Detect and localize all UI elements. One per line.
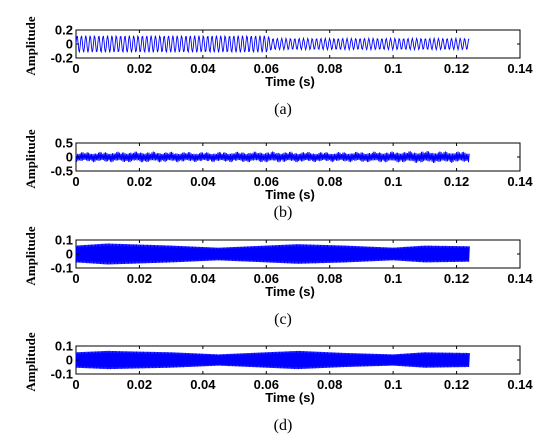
x-tick-label: 0 xyxy=(72,61,79,76)
y-tick-label: 0 xyxy=(66,37,73,52)
subplot-caption: (d) xyxy=(274,417,293,434)
x-tick-label: 0.04 xyxy=(190,174,216,189)
x-tick-label: 0.06 xyxy=(254,271,279,286)
y-tick-label: 0 xyxy=(66,150,73,165)
subplot-caption: (c) xyxy=(274,311,292,328)
x-tick-label: 0.12 xyxy=(444,61,469,76)
subplot-caption: (a) xyxy=(274,101,292,118)
x-tick-label: 0.02 xyxy=(127,61,152,76)
x-tick-label: 0.1 xyxy=(384,271,402,286)
x-tick-label: 0.08 xyxy=(317,174,342,189)
x-tick-label: 0.1 xyxy=(384,377,402,392)
y-tick-label: 0.2 xyxy=(55,23,73,38)
y-tick-label: 0 xyxy=(66,247,73,262)
y-tick-label: -0.2 xyxy=(51,51,73,66)
x-tick-label: 0.06 xyxy=(254,61,279,76)
x-tick-label: 0 xyxy=(72,174,79,189)
x-tick-label: 0.08 xyxy=(317,271,342,286)
y-tick-label: 0.1 xyxy=(55,233,73,248)
x-tick-label: 0.02 xyxy=(127,271,152,286)
y-axis-label: Amplitude xyxy=(23,332,38,391)
x-tick-label: 0.14 xyxy=(507,174,533,189)
x-tick-label: 0.12 xyxy=(444,377,469,392)
x-axis-label: Time (s) xyxy=(265,284,315,299)
x-tick-label: 0.14 xyxy=(507,377,533,392)
y-tick-label: -0.1 xyxy=(51,367,73,382)
x-tick-label: 0.1 xyxy=(384,174,402,189)
y-tick-label: -0.5 xyxy=(51,164,73,179)
x-tick-label: 0.06 xyxy=(254,174,279,189)
y-axis-label: Amplitude xyxy=(23,16,38,75)
y-axis-label: Amplitude xyxy=(23,129,38,188)
x-axis-label: Time (s) xyxy=(265,74,315,89)
y-axis-label: Amplitude xyxy=(23,226,38,285)
x-tick-label: 0.1 xyxy=(384,61,402,76)
x-axis-label: Time (s) xyxy=(265,390,315,405)
subplot-d: 0 0.02 0.04 0.06 0.08 0.1 0.12 0.140.10-0.1Time… xyxy=(23,332,533,434)
x-tick-label: 0.02 xyxy=(127,174,152,189)
y-tick-label: 0 xyxy=(66,353,73,368)
x-tick-label: 0.12 xyxy=(444,174,469,189)
x-tick-label: 0.02 xyxy=(127,377,152,392)
x-tick-label: 0.08 xyxy=(317,377,342,392)
y-tick-label: 0.5 xyxy=(55,136,73,151)
y-tick-label: 0.1 xyxy=(55,339,73,354)
x-tick-label: 0.04 xyxy=(190,271,216,286)
x-tick-label: 0.14 xyxy=(507,61,533,76)
signal-trace xyxy=(75,151,470,163)
signal-trace xyxy=(75,34,470,54)
subplot-a: 0 0.02 0.04 0.06 0.08 0.1 0.12 0.140.20-0.2Time… xyxy=(23,16,533,118)
x-tick-label: 0.04 xyxy=(190,61,216,76)
x-tick-label: 0 xyxy=(72,271,79,286)
x-tick-label: 0.04 xyxy=(190,377,216,392)
x-tick-label: 0.06 xyxy=(254,377,279,392)
x-tick-label: 0 xyxy=(72,377,79,392)
x-tick-label: 0.14 xyxy=(507,271,533,286)
subplot-c: 0 0.02 0.04 0.06 0.08 0.1 0.12 0.140.10-0.1Time… xyxy=(23,226,533,328)
x-axis-label: Time (s) xyxy=(265,187,315,202)
y-tick-label: -0.1 xyxy=(51,261,73,276)
x-tick-label: 0.12 xyxy=(444,271,469,286)
signal-trace xyxy=(75,350,470,370)
subplot-caption: (b) xyxy=(274,204,293,221)
signal-trace xyxy=(75,243,470,265)
x-tick-label: 0.08 xyxy=(317,61,342,76)
subplot-b: 0 0.02 0.04 0.06 0.08 0.1 0.12 0.140.50-0.5Time… xyxy=(23,129,533,221)
